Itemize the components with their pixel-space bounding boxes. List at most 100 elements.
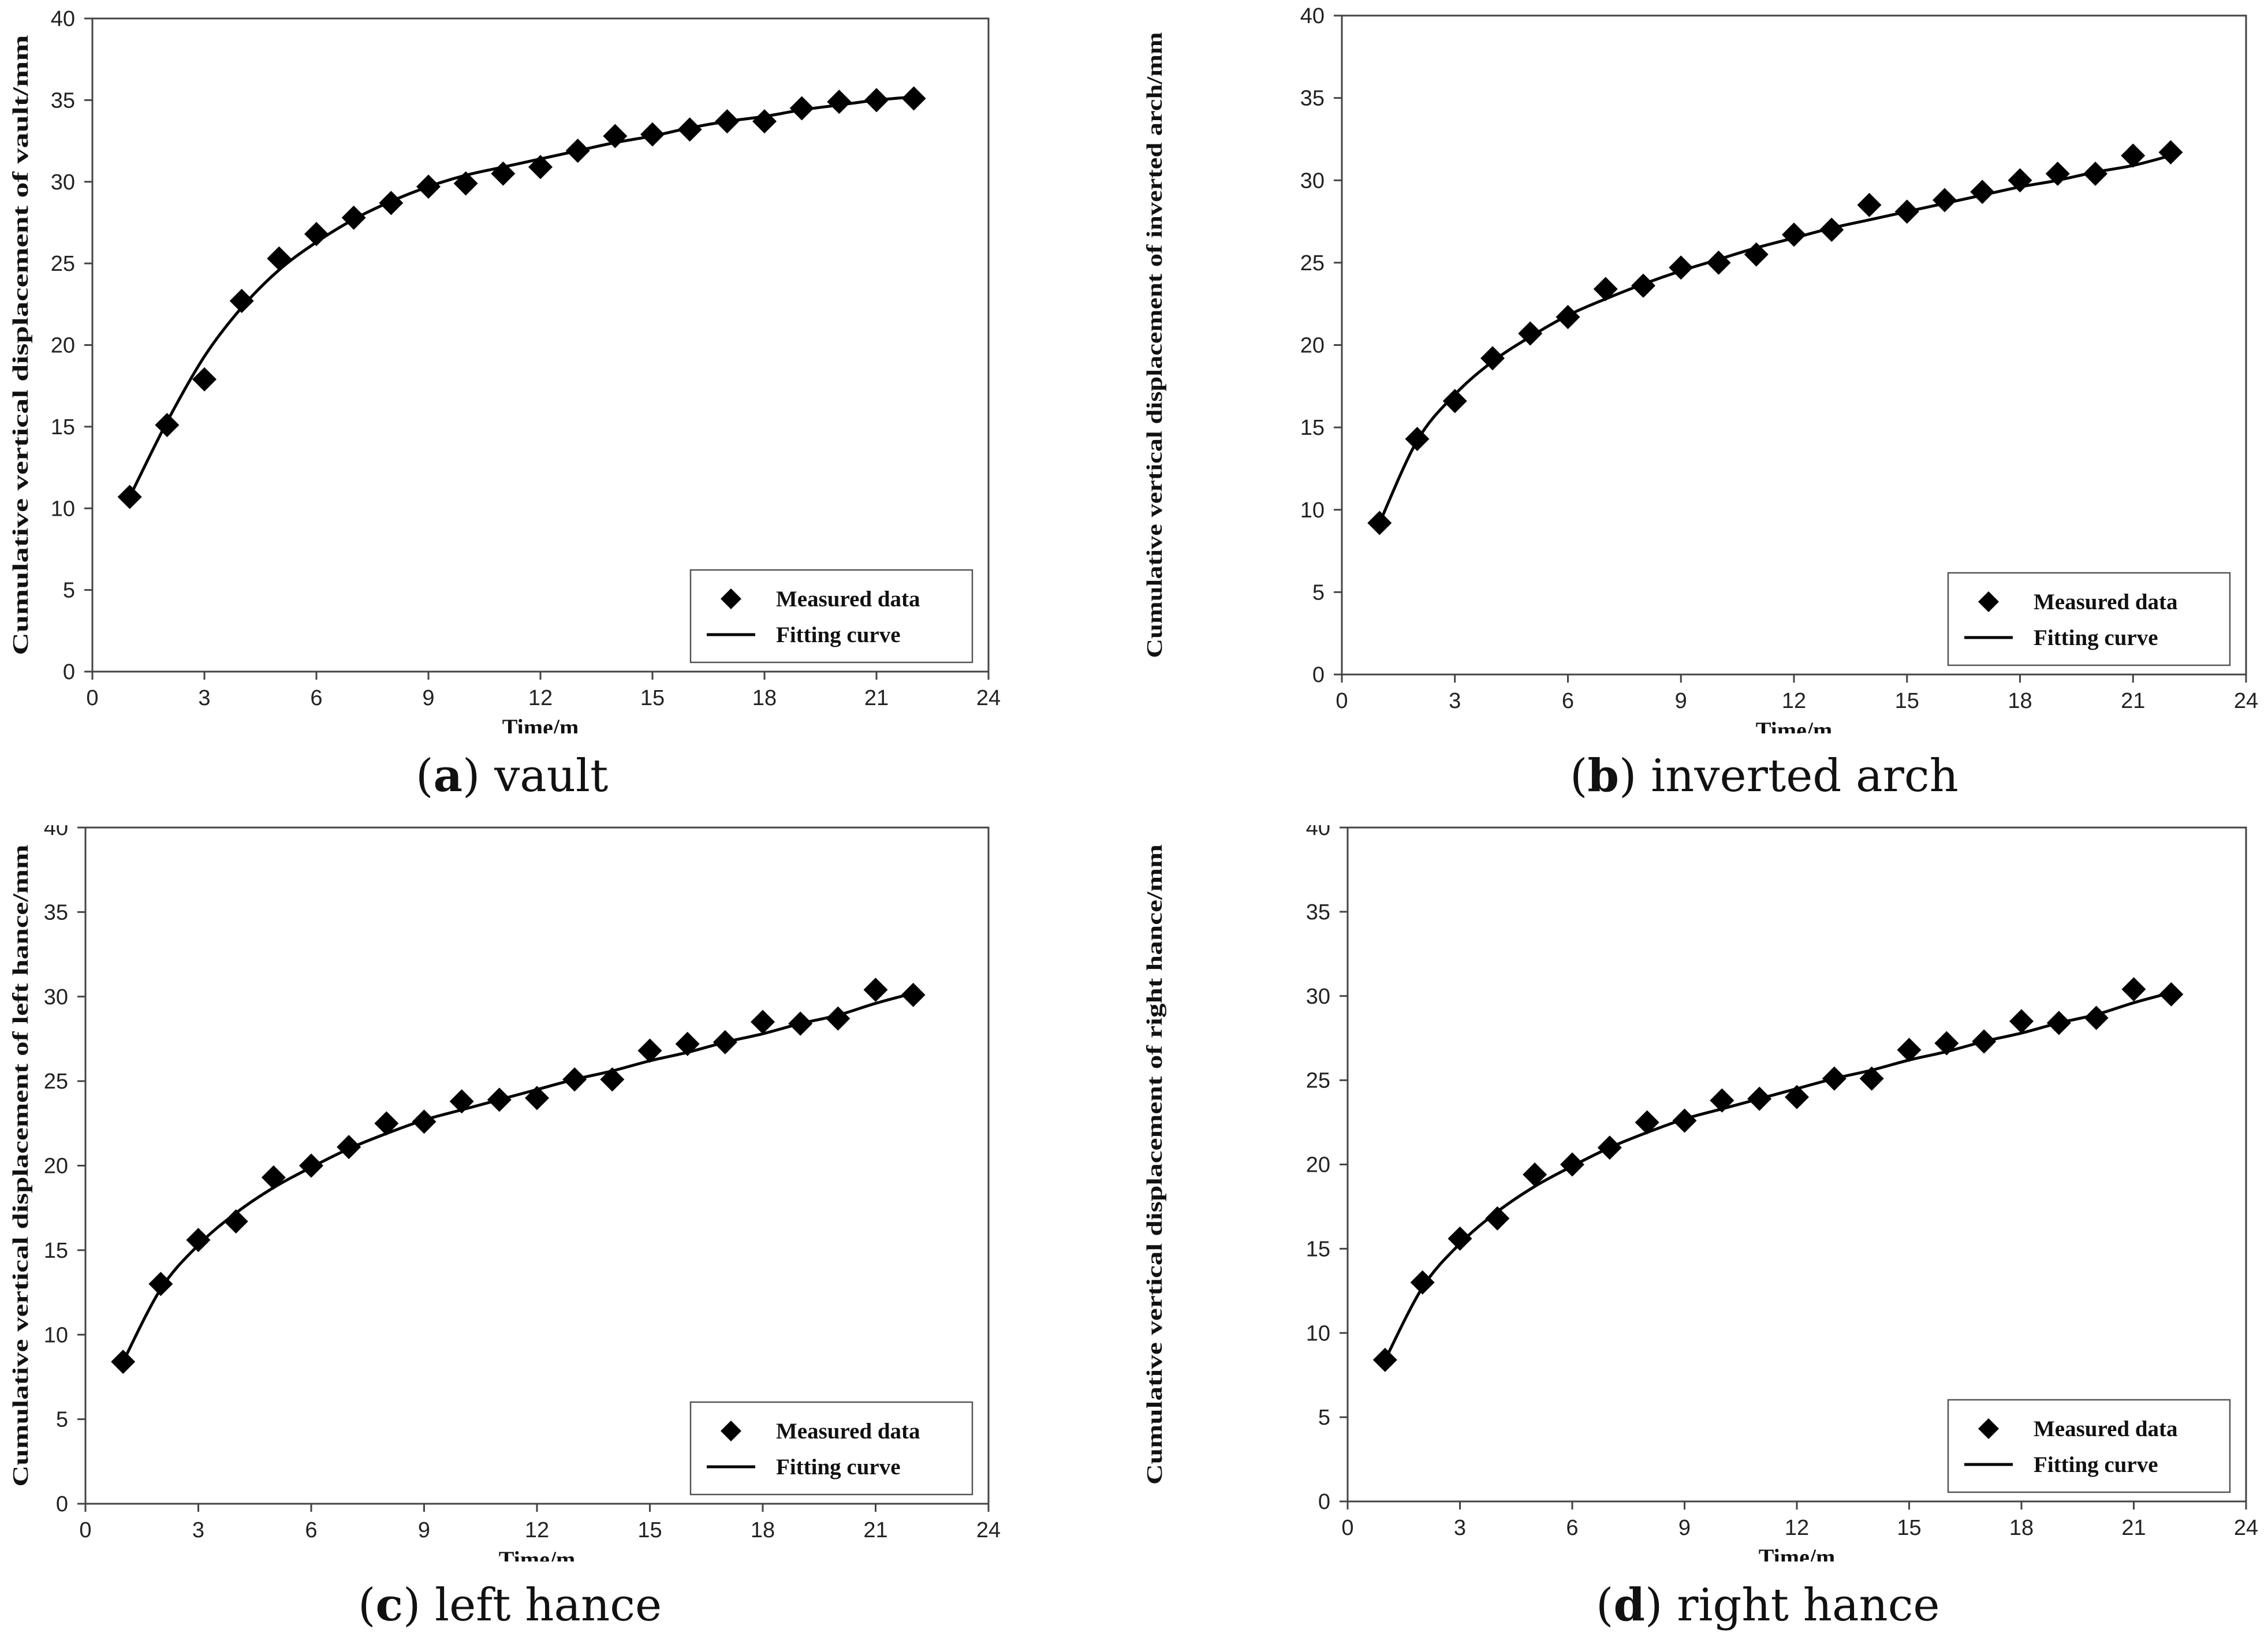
measured-point-a-2: [155, 413, 180, 438]
measured-point-c-4: [223, 1209, 248, 1234]
y-tick-label-b-1: 5: [1312, 580, 1325, 605]
x-tick-label-b-7: 21: [2121, 689, 2145, 713]
measured-point-a-11: [491, 161, 516, 186]
x-tick-label-a-4: 12: [528, 686, 553, 710]
measured-point-c-13: [562, 1067, 587, 1092]
measured-point-b-2: [1405, 427, 1430, 452]
measured-point-a-4: [229, 289, 254, 314]
x-tick-label-a-8: 24: [976, 686, 1001, 710]
measured-point-d-7: [1597, 1135, 1622, 1160]
x-tick-label-d-6: 18: [2009, 1516, 2034, 1540]
x-tick-label-d-3: 9: [1678, 1516, 1691, 1540]
y-tick-label-b-8: 40: [1300, 4, 1325, 28]
x-tick-label-c-2: 6: [305, 1518, 317, 1542]
measured-point-d-1: [1372, 1347, 1397, 1372]
measured-point-c-5: [261, 1165, 286, 1190]
legend-marker-measured-b: [1978, 591, 1999, 612]
y-tick-label-a-2: 10: [51, 497, 75, 521]
y-tick-label-b-5: 25: [1300, 251, 1325, 275]
y-tick-label-c-1: 5: [56, 1408, 68, 1432]
caption-a: (a) vault: [416, 750, 609, 802]
caption-b-letter: b: [1587, 750, 1619, 802]
measured-point-a-21: [864, 88, 889, 113]
measured-point-d-13: [1822, 1066, 1847, 1091]
caption-d-text: right hance: [1677, 1579, 1940, 1631]
measured-point-a-19: [789, 96, 814, 121]
measured-point-c-2: [148, 1272, 173, 1296]
y-tick-label-c-2: 10: [44, 1323, 68, 1347]
legend-a: [689, 569, 973, 664]
x-tick-label-a-7: 21: [864, 686, 889, 710]
legend-marker-measured-d: [1978, 1418, 1999, 1439]
measured-point-a-15: [640, 122, 665, 147]
measured-point-d-3: [1448, 1226, 1472, 1251]
y-tick-label-b-7: 35: [1300, 87, 1325, 111]
legend-label-fitting-d: Fitting curve: [2034, 1452, 2158, 1477]
x-tick-label-b-5: 15: [1895, 689, 1919, 713]
measured-point-b-13: [1819, 217, 1844, 242]
x-tick-label-d-5: 15: [1897, 1516, 1921, 1540]
x-tick-label-b-3: 9: [1675, 689, 1687, 713]
x-tick-label-a-0: 0: [86, 686, 98, 710]
measured-point-a-9: [416, 174, 441, 199]
measured-point-a-16: [677, 117, 702, 142]
y-tick-label-d-2: 10: [1306, 1321, 1330, 1346]
measured-point-b-5: [1518, 321, 1543, 346]
x-tick-label-b-6: 18: [2008, 689, 2032, 713]
measured-point-c-8: [374, 1111, 399, 1136]
y-tick-label-c-0: 0: [56, 1492, 68, 1516]
y-tick-label-b-4: 20: [1300, 334, 1325, 358]
y-tick-label-d-0: 0: [1318, 1490, 1330, 1514]
measured-point-c-19: [788, 1011, 813, 1036]
measured-point-a-12: [528, 155, 553, 180]
measured-point-b-17: [1970, 180, 1995, 204]
legend-c: [689, 1401, 973, 1496]
measured-point-b-20: [2083, 161, 2107, 186]
measured-point-a-14: [603, 124, 628, 148]
legend-label-measured-a: Measured data: [776, 587, 920, 612]
fitting-curve-d: [1383, 991, 2172, 1361]
measured-point-d-12: [1785, 1084, 1809, 1109]
measured-point-b-8: [1631, 273, 1655, 298]
y-axis-label-d: Cumulative vertical displacement of righ…: [1143, 844, 1167, 1485]
x-tick-label-a-6: 18: [752, 686, 777, 710]
fitting-curve-c: [121, 992, 914, 1363]
x-tick-label-b-0: 0: [1336, 689, 1348, 713]
y-tick-label-d-6: 30: [1306, 985, 1330, 1009]
measured-point-c-14: [600, 1067, 625, 1092]
x-tick-label-a-2: 6: [310, 686, 322, 710]
measured-point-d-2: [1410, 1270, 1435, 1295]
caption-c: (c) left hance: [358, 1579, 662, 1631]
measured-point-b-7: [1593, 277, 1618, 301]
x-tick-label-c-6: 18: [751, 1518, 775, 1542]
chart-panel-a: 0 3 6 9 12 15 18 21 24 0 5 10 15 20 25 30 35 40 Time/m Cumu…: [0, 0, 1134, 825]
y-tick-label-a-1: 5: [63, 579, 75, 603]
legend-label-fitting-c: Fitting curve: [776, 1455, 901, 1479]
y-tick-label-a-7: 35: [51, 88, 75, 113]
caption-c-text: left hance: [435, 1579, 662, 1631]
y-tick-label-b-0: 0: [1312, 663, 1325, 687]
measured-point-c-22: [901, 982, 926, 1007]
measured-point-c-17: [713, 1030, 737, 1054]
y-tick-label-c-7: 35: [44, 900, 68, 925]
measured-point-d-8: [1635, 1110, 1659, 1135]
y-tick-label-b-6: 30: [1300, 169, 1325, 193]
y-tick-label-c-8: 40: [44, 825, 68, 840]
measured-point-c-12: [525, 1086, 549, 1110]
measured-point-a-18: [752, 109, 777, 134]
measured-point-c-6: [299, 1153, 323, 1178]
x-tick-label-d-4: 12: [1785, 1516, 1809, 1540]
measured-point-c-9: [412, 1109, 437, 1134]
legend-label-measured-d: Measured data: [2034, 1417, 2178, 1441]
measured-point-c-7: [337, 1135, 361, 1160]
caption-b: (b) inverted arch: [1570, 750, 1959, 802]
x-axis-label-c: Time/m: [499, 1546, 576, 1561]
x-tick-label-a-3: 9: [422, 686, 434, 710]
chart-c-svg: 0 3 6 9 12 15 18 21 24 0 5 10 15 20 25 30 35 40 Time/m Cumu…: [9, 825, 1001, 1561]
measured-point-a-8: [379, 191, 404, 215]
x-tick-label-b-1: 3: [1449, 689, 1461, 713]
measured-point-a-5: [267, 246, 292, 271]
y-tick-label-a-6: 30: [51, 170, 75, 195]
y-tick-label-a-3: 15: [51, 415, 75, 439]
measured-point-d-5: [1523, 1162, 1547, 1187]
